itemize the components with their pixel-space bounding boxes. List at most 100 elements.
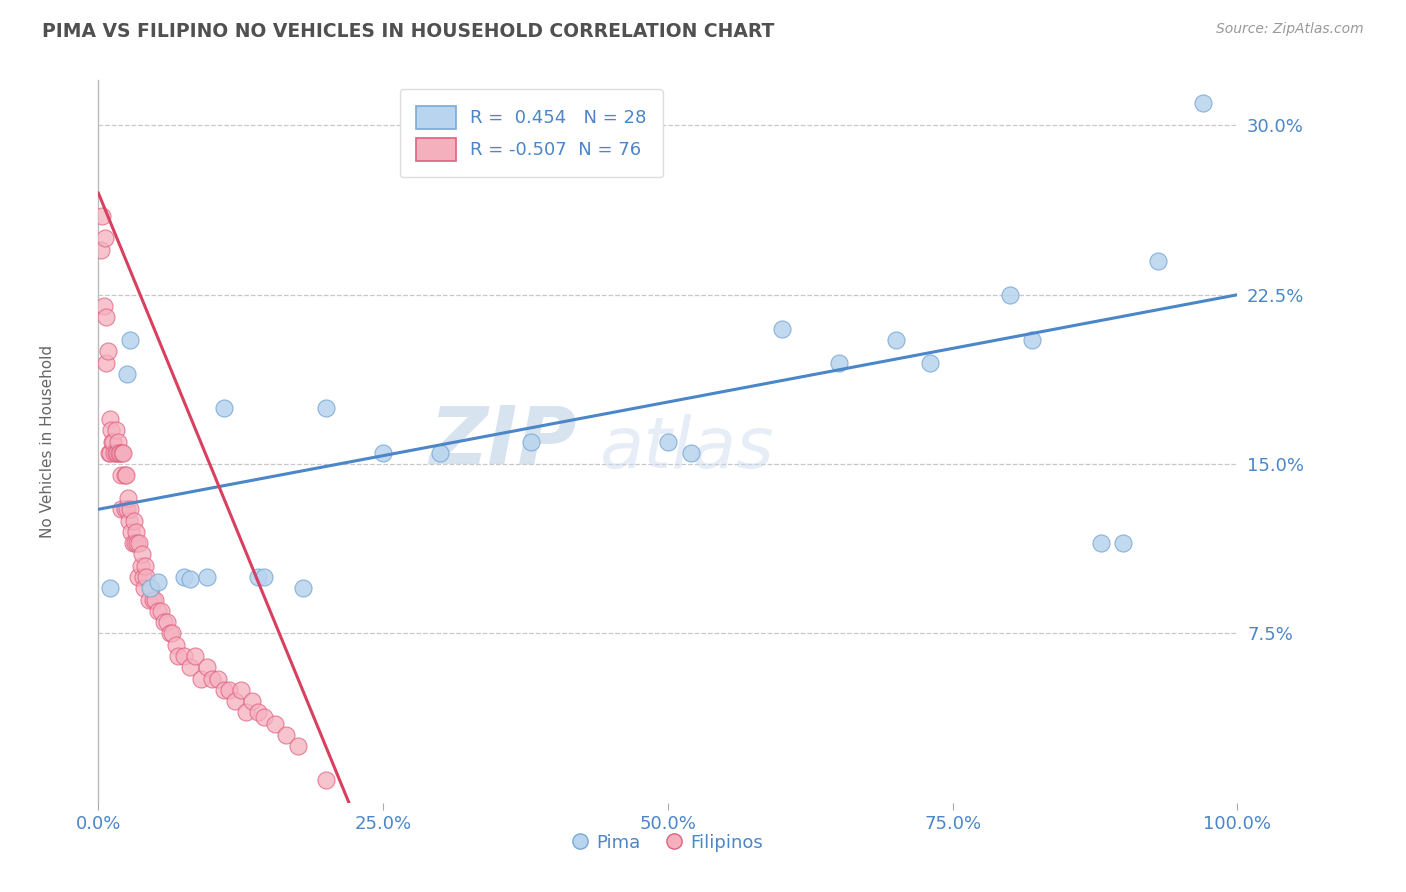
Point <box>246 570 269 584</box>
Point <box>190 672 212 686</box>
Point <box>229 682 252 697</box>
Point <box>112 446 135 460</box>
Point <box>117 491 139 505</box>
Point <box>120 524 142 539</box>
Point <box>770 321 793 335</box>
Point <box>103 446 125 460</box>
Point <box>146 574 169 589</box>
Point <box>146 604 169 618</box>
Point <box>115 367 138 381</box>
Point <box>132 570 155 584</box>
Point <box>122 514 145 528</box>
Point <box>90 209 112 223</box>
Point <box>114 502 136 516</box>
Point <box>98 412 121 426</box>
Point <box>150 604 173 618</box>
Point <box>121 536 143 550</box>
Point <box>101 434 124 449</box>
Point <box>657 434 679 449</box>
Point <box>184 648 207 663</box>
Text: atlas: atlas <box>599 414 775 483</box>
Point <box>132 582 155 596</box>
Point <box>135 570 157 584</box>
Point <box>167 648 190 663</box>
Point <box>111 446 134 460</box>
Point <box>195 660 218 674</box>
Point <box>212 401 235 415</box>
Point <box>173 570 195 584</box>
Point <box>96 310 118 325</box>
Point <box>212 682 235 697</box>
Point <box>93 299 115 313</box>
Text: No Vehicles in Household: No Vehicles in Household <box>39 345 55 538</box>
Point <box>224 694 246 708</box>
Point <box>107 434 129 449</box>
Point <box>90 243 112 257</box>
Point <box>120 333 142 347</box>
Point <box>104 423 127 437</box>
Point <box>918 355 941 369</box>
Point <box>1192 95 1215 110</box>
Text: Source: ZipAtlas.com: Source: ZipAtlas.com <box>1216 22 1364 37</box>
Point <box>884 333 907 347</box>
Point <box>179 660 201 674</box>
Point <box>124 536 146 550</box>
Point <box>315 401 337 415</box>
Point <box>115 502 138 516</box>
Point <box>129 558 152 573</box>
Point <box>252 710 274 724</box>
Point <box>118 514 141 528</box>
Point <box>104 446 127 460</box>
Point <box>138 592 160 607</box>
Point <box>103 434 125 449</box>
Point <box>998 287 1021 301</box>
Point <box>1090 536 1112 550</box>
Point <box>120 502 142 516</box>
Point <box>131 548 153 562</box>
Point <box>264 716 287 731</box>
Point <box>165 638 187 652</box>
Point <box>315 773 337 788</box>
Point <box>110 468 132 483</box>
Point <box>276 728 298 742</box>
Point <box>156 615 179 630</box>
Point <box>195 570 218 584</box>
Point <box>162 626 184 640</box>
Point <box>105 446 128 460</box>
Text: PIMA VS FILIPINO NO VEHICLES IN HOUSEHOLD CORRELATION CHART: PIMA VS FILIPINO NO VEHICLES IN HOUSEHOL… <box>42 22 775 41</box>
Point <box>127 570 149 584</box>
Point <box>1146 253 1168 268</box>
Point <box>1112 536 1135 550</box>
Point <box>201 672 224 686</box>
Point <box>96 344 118 359</box>
Point <box>240 694 263 708</box>
Point <box>98 582 121 596</box>
Point <box>110 502 132 516</box>
Point <box>207 672 229 686</box>
Point <box>94 231 117 245</box>
Point <box>125 524 148 539</box>
Point <box>218 682 240 697</box>
Point <box>520 434 543 449</box>
Point <box>127 536 149 550</box>
Point <box>287 739 309 754</box>
Point <box>153 615 176 630</box>
Point <box>235 706 257 720</box>
Point <box>134 558 156 573</box>
Legend: Pima, Filipinos: Pima, Filipinos <box>565 826 770 859</box>
Point <box>98 446 121 460</box>
Point <box>128 536 150 550</box>
Point <box>292 582 315 596</box>
Point <box>679 446 702 460</box>
Point <box>429 446 451 460</box>
Point <box>1021 333 1043 347</box>
Point <box>96 355 118 369</box>
Point <box>100 423 122 437</box>
Point <box>173 648 195 663</box>
Point <box>371 446 394 460</box>
Point <box>252 570 274 584</box>
Point <box>246 706 269 720</box>
Text: ZIP: ZIP <box>429 402 576 481</box>
Point <box>159 626 181 640</box>
Point <box>108 446 131 460</box>
